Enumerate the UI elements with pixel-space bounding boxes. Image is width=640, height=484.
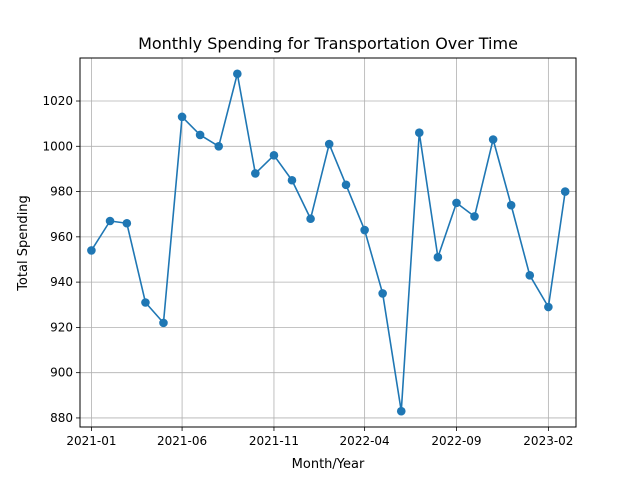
series-layer [87,69,570,416]
x-axis-label: Month/Year [292,457,365,472]
data-point [87,246,96,255]
y-axis-label: Total Spending [16,195,31,292]
x-tick-label: 2022-04 [340,434,390,448]
data-point [324,139,334,149]
data-point [525,271,535,280]
data-point [414,128,424,138]
data-point [544,302,553,312]
data-point [488,135,498,144]
data-point [105,216,115,226]
y-tick-label: 880 [50,411,73,425]
data-point [269,151,279,160]
x-tick-label: 2023-02 [523,434,573,448]
y-tick-label: 920 [50,320,73,334]
data-point [452,198,461,208]
data-point [378,289,387,298]
x-tick-label: 2021-01 [66,434,116,448]
chart-title: Monthly Spending for Transportation Over… [138,34,518,53]
data-point [470,212,479,221]
data-point [506,200,516,210]
data-point [396,406,406,416]
data-point [341,180,351,190]
data-point [433,252,443,262]
data-point [214,141,224,151]
plot-frame [79,57,577,428]
y-tick-label: 1000 [42,139,73,153]
data-point [360,225,369,235]
x-tick-label: 2021-11 [249,434,299,448]
data-point [159,318,168,328]
data-point [195,130,205,140]
data-point [141,298,150,307]
y-tick-label: 900 [50,366,73,380]
data-point [287,175,297,185]
data-point [251,169,260,178]
data-point [560,187,570,196]
y-tick-label: 1020 [42,94,73,108]
data-point [177,112,187,122]
data-point [122,218,132,228]
y-tick-label: 940 [50,275,73,289]
y-tick-label: 980 [50,185,73,199]
data-point [233,69,242,79]
data-point [306,214,315,224]
x-tick-label: 2022-09 [431,434,481,448]
y-tick-label: 960 [50,230,73,244]
axes: 2021-01 2021-06 2021-11 2022-04 2022-09 2023-… [42,94,573,448]
x-tick-label: 2021-06 [157,434,207,448]
